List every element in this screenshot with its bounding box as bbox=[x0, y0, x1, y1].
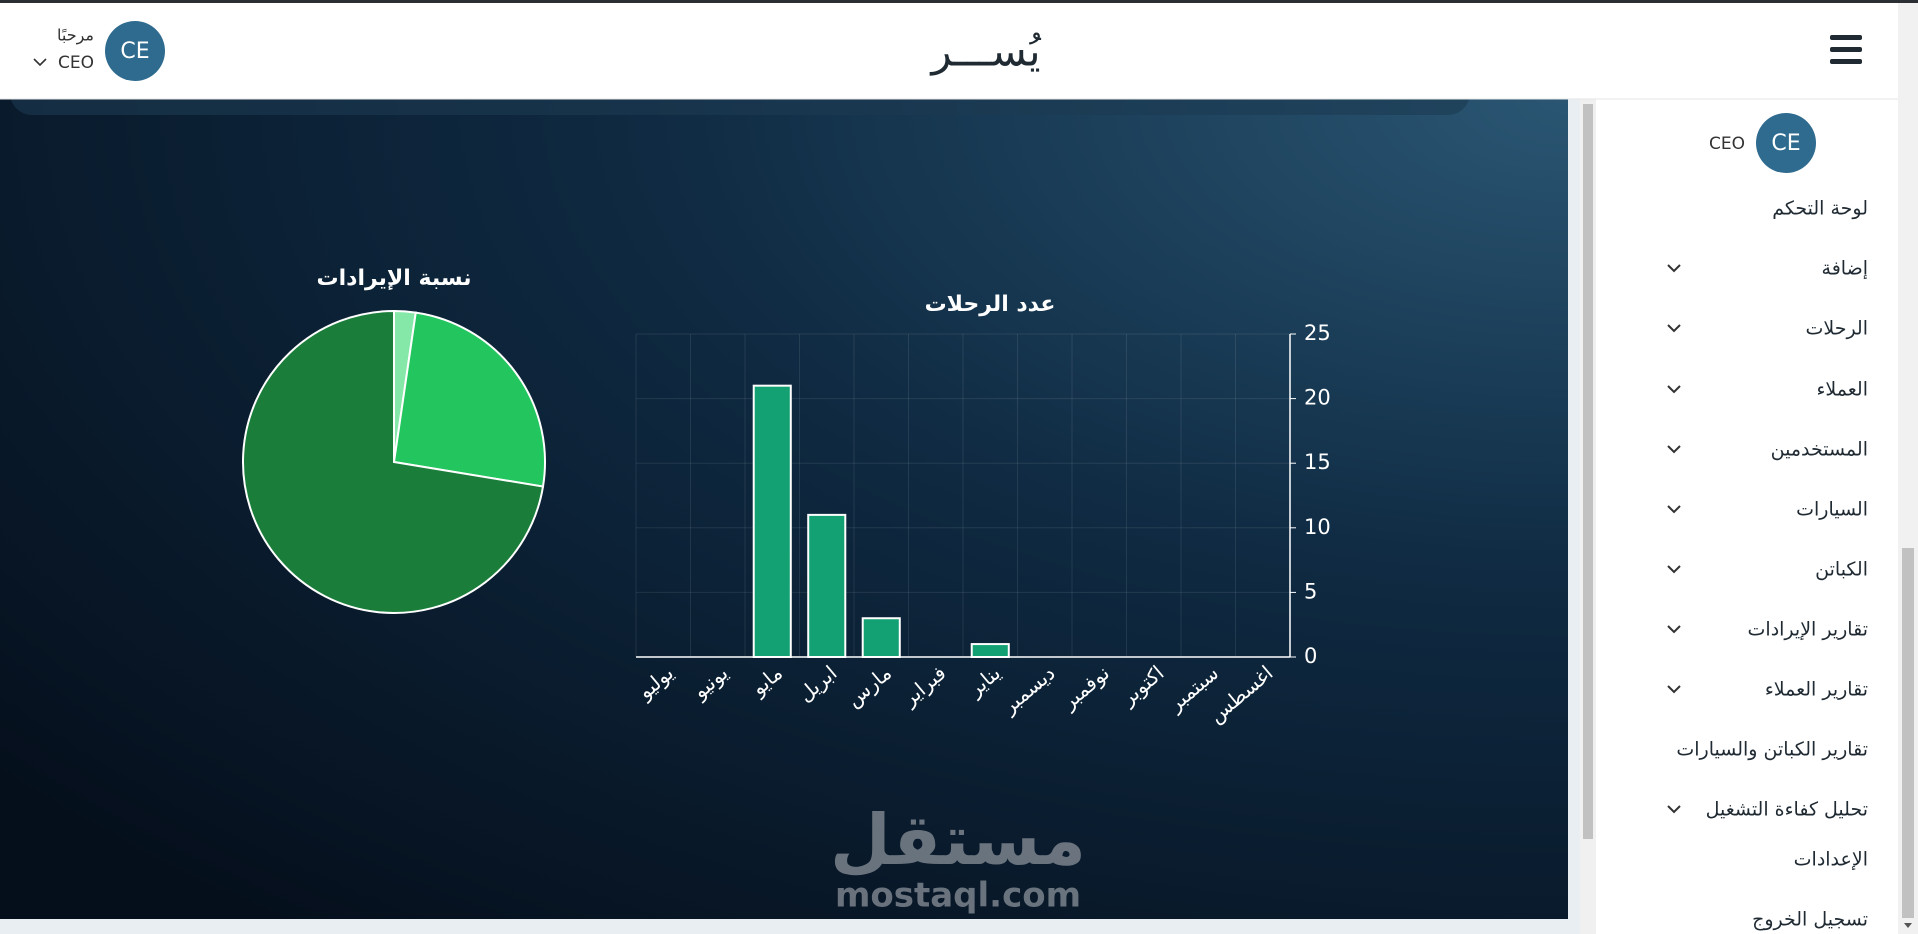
bar bbox=[752, 384, 792, 658]
chart-title: عدد الرحلات bbox=[925, 292, 1056, 317]
bar bbox=[970, 643, 1010, 659]
chart-title: نسبة الإيرادات bbox=[317, 266, 472, 291]
menu-label: تسجيل الخروج bbox=[1752, 909, 1868, 931]
hamburger-menu[interactable] bbox=[1830, 35, 1862, 64]
y-tick-label: 20 bbox=[1304, 386, 1331, 410]
menu-label: المستخدمين bbox=[1771, 439, 1868, 461]
menu-label: الرحلات bbox=[1805, 318, 1868, 340]
top-bar bbox=[0, 0, 1918, 3]
menu-item[interactable]: تحليل كفاءة التشغيل bbox=[1667, 799, 1868, 821]
menu-item[interactable]: تقارير العملاء bbox=[1667, 679, 1868, 701]
menu-item[interactable]: تقارير الكباتن والسيارات bbox=[1676, 739, 1868, 761]
menu-label: تقارير الكباتن والسيارات bbox=[1676, 739, 1868, 761]
avatar-initials: CE bbox=[120, 39, 149, 64]
pie-slice bbox=[242, 309, 545, 614]
menu-label: لوحة التحكم bbox=[1772, 198, 1868, 220]
scroll-down-arrow[interactable] bbox=[1904, 923, 1912, 928]
menu-item[interactable]: العملاء bbox=[1667, 379, 1869, 401]
watermark-latin: mostaql.com bbox=[835, 876, 1081, 916]
y-tick-label: 25 bbox=[1304, 321, 1331, 345]
menu-label: إضافة bbox=[1822, 258, 1868, 281]
hamburger-bar bbox=[1830, 35, 1862, 40]
menu-item[interactable]: إضافة bbox=[1667, 258, 1868, 281]
avatar[interactable] bbox=[105, 21, 165, 81]
sidebar-user-role: CEO bbox=[1709, 134, 1745, 154]
logo[interactable]: يُســـر bbox=[929, 27, 1041, 76]
menu-label: تقارير العملاء bbox=[1765, 679, 1868, 701]
header bbox=[0, 0, 1898, 99]
menu-item[interactable]: المستخدمين bbox=[1667, 439, 1868, 461]
y-tick-label: 0 bbox=[1304, 644, 1317, 668]
menu-label: السيارات bbox=[1796, 499, 1868, 521]
menu-chevron bbox=[1667, 385, 1681, 394]
inner-scrollbar-thumb[interactable] bbox=[1583, 104, 1593, 839]
menu-chevron bbox=[1667, 445, 1681, 454]
menu-item[interactable]: تسجيل الخروج bbox=[1752, 909, 1868, 931]
sidebar-avatar bbox=[1756, 113, 1816, 173]
menu-label: تحليل كفاءة التشغيل bbox=[1706, 799, 1868, 821]
greeting: مرحبًا bbox=[57, 26, 94, 46]
menu-label: تقارير الإيرادات bbox=[1748, 619, 1868, 641]
menu-label: الكباتن bbox=[1815, 559, 1868, 581]
y-tick-label: 5 bbox=[1304, 579, 1317, 603]
menu-chevron bbox=[1667, 505, 1681, 514]
menu-chevron bbox=[1667, 805, 1681, 814]
watermark-arabic: مستقل bbox=[830, 799, 1086, 881]
page-scrollbar-thumb[interactable] bbox=[1902, 548, 1914, 918]
user-dropdown[interactable] bbox=[33, 58, 47, 67]
sidebar-avatar-initials: CE bbox=[1771, 131, 1800, 156]
bar bbox=[807, 513, 847, 658]
hamburger-bar bbox=[1830, 59, 1862, 64]
menu-chevron bbox=[1667, 324, 1681, 333]
menu-label: العملاء bbox=[1817, 379, 1869, 401]
user-role: CEO bbox=[58, 53, 94, 73]
sidebar bbox=[1596, 99, 1898, 934]
menu-chevron bbox=[1667, 264, 1681, 273]
menu-item[interactable]: تقارير الإيرادات bbox=[1667, 619, 1868, 641]
menu-item[interactable]: لوحة التحكم bbox=[1772, 198, 1868, 220]
y-tick-label: 15 bbox=[1304, 450, 1331, 474]
menu-item[interactable]: الإعدادات bbox=[1794, 849, 1868, 871]
sidebar-menu: لوحة التحكم إضافة الرحلات العملاء المستخدمين… bbox=[1667, 198, 1869, 931]
menu-item[interactable]: الكباتن bbox=[1667, 559, 1868, 581]
menu-item[interactable]: السيارات bbox=[1667, 499, 1868, 521]
bar bbox=[861, 617, 901, 658]
menu-chevron bbox=[1667, 565, 1681, 574]
menu-chevron bbox=[1667, 685, 1681, 694]
menu-item[interactable]: الرحلات bbox=[1667, 318, 1868, 340]
menu-label: الإعدادات bbox=[1794, 849, 1868, 871]
y-tick-label: 10 bbox=[1304, 515, 1331, 539]
menu-chevron bbox=[1667, 625, 1681, 634]
pie-slice bbox=[392, 311, 546, 488]
hamburger-bar bbox=[1830, 47, 1862, 52]
